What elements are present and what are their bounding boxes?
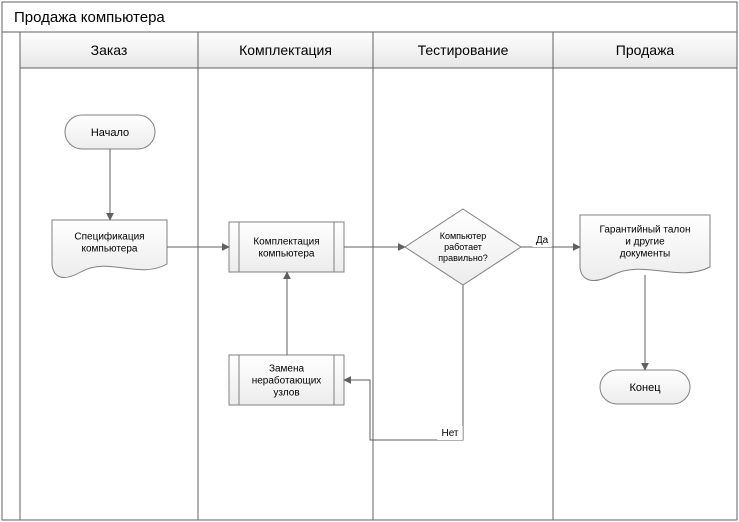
node-start-text: Начало <box>91 127 129 139</box>
node-spec-text: компьютера <box>82 244 138 255</box>
node-replace-text: неработающих <box>252 375 322 387</box>
node-warranty-text: Гарантийный талон <box>600 225 691 236</box>
lane-label-testing: Тестирование <box>418 42 509 58</box>
lanes-frame <box>20 32 737 520</box>
lane-label-sale: Продажа <box>616 42 675 58</box>
edge-label-e5: Нет <box>441 428 458 439</box>
node-buildA: Комплектациякомпьютера <box>229 222 344 272</box>
node-decision: Компьютерработаетправильно? <box>405 209 521 285</box>
node-spec: Спецификациякомпьютера <box>52 220 167 278</box>
edge-label-e4: Да <box>536 235 549 246</box>
node-decision-text: правильно? <box>438 253 488 263</box>
node-replace-text: узлов <box>273 388 299 399</box>
node-end: Конец <box>600 370 690 404</box>
node-buildA-text: Комплектация <box>253 237 319 248</box>
node-buildA-text: компьютера <box>259 249 315 260</box>
node-decision-text: Компьютер <box>440 231 487 241</box>
flowchart-canvas: Продажа компьютера Заказ Комплектация Тести… <box>0 0 739 522</box>
node-spec-text: Спецификация <box>74 231 144 243</box>
node-end-text: Конец <box>629 382 661 394</box>
node-warranty-text: документы <box>620 249 671 260</box>
diagram-title: Продажа компьютера <box>14 9 165 26</box>
node-replace-text: Замена <box>269 364 305 375</box>
node-warranty: Гарантийный талони другиедокументы <box>580 215 710 281</box>
lane-label-assembly: Комплектация <box>239 42 332 58</box>
edge-e5 <box>344 285 463 440</box>
node-replace: Заменанеработающихузлов <box>229 355 344 405</box>
node-warranty-text: и другие <box>625 237 665 248</box>
node-decision-text: работает <box>444 242 482 252</box>
node-start: Начало <box>65 115 155 149</box>
lane-label-order: Заказ <box>91 42 128 58</box>
